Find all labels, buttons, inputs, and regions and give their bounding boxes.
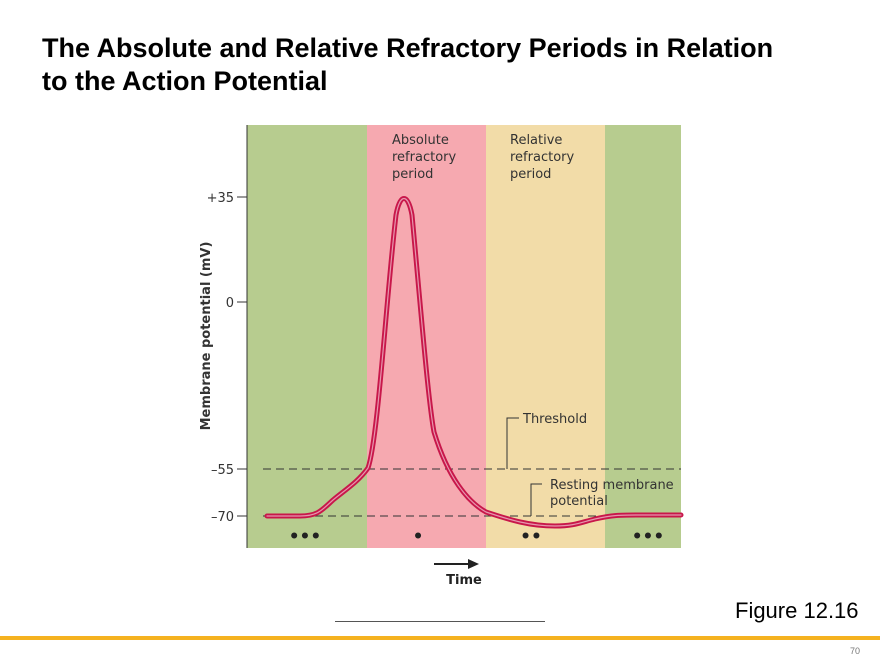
threshold-label: Threshold	[522, 412, 587, 427]
relative-refractory-label: Relative refractory period	[510, 133, 578, 182]
resting-potential-label: Resting membrane potential	[550, 478, 678, 509]
time-arrow-head-icon	[468, 559, 479, 569]
region-resting-before	[247, 125, 367, 548]
region-relative-refractory	[486, 125, 605, 548]
slide-title-line-2: to the Action Potential	[42, 66, 328, 96]
y-tick-label-plus35: +35	[207, 191, 234, 206]
action-potential-highlight	[266, 197, 682, 527]
threshold-callout-line	[506, 417, 519, 469]
stage-marker-4: •••	[632, 527, 665, 547]
slide-title: The Absolute and Relative Refractory Per…	[42, 32, 862, 98]
figure-label: Figure 12.16	[735, 598, 859, 623]
caption-rule	[335, 621, 545, 622]
y-axis-label: Membrane potential (mV)	[199, 242, 214, 431]
refractory-period-diagram: Absolute refractory period Relative refr…	[199, 125, 684, 588]
stage-marker-2: •	[413, 527, 424, 547]
slide-title-line-1: The Absolute and Relative Refractory Per…	[42, 33, 774, 63]
stage-marker-1: •••	[289, 527, 322, 547]
resting-callout-line	[530, 483, 542, 516]
page-number: 70	[850, 646, 861, 656]
footer-bar	[0, 636, 880, 640]
absolute-refractory-label: Absolute refractory period	[392, 133, 460, 182]
y-tick-label-minus70: –70	[211, 510, 234, 525]
region-resting-after	[605, 125, 681, 548]
x-axis-label: Time	[446, 573, 482, 588]
y-tick-label-minus55: –55	[211, 463, 234, 478]
y-tick-label-0: 0	[226, 296, 234, 311]
stage-marker-3: ••	[520, 527, 542, 547]
